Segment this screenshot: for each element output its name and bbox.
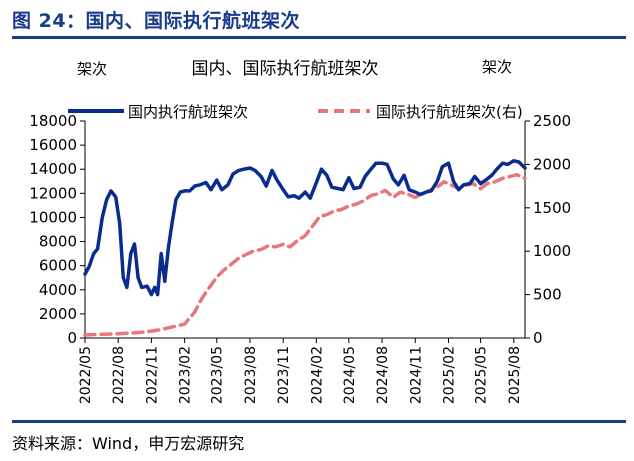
source-rule <box>12 420 626 423</box>
left-tick-label: 12000 <box>29 184 77 202</box>
source-note: 资料来源：Wind，申万宏源研究 <box>12 434 245 453</box>
left-tick-label: 6000 <box>39 257 77 275</box>
series-line-international <box>83 173 527 337</box>
left-tick-label: 8000 <box>39 233 77 251</box>
left-tick-label: 16000 <box>29 136 77 154</box>
series-line-domestic <box>83 159 527 297</box>
x-tick-label: 2023/05 <box>210 346 226 404</box>
left-tick-label: 18000 <box>29 112 77 130</box>
title-rule <box>12 36 626 39</box>
legend: 国内执行航班架次 国际执行航班架次(右) <box>68 103 523 121</box>
left-tick-label: 2000 <box>39 305 77 323</box>
x-tick-label: 2024/08 <box>375 346 391 404</box>
x-tick-label: 2025/08 <box>507 346 523 404</box>
right-tick-label: 2000 <box>533 155 571 173</box>
x-tick-label: 2023/08 <box>243 346 259 404</box>
x-tick-label: 2023/11 <box>276 346 292 404</box>
left-tick-label: 10000 <box>29 208 77 226</box>
left-tick-label: 0 <box>67 329 77 347</box>
legend-label-domestic: 国内执行航班架次 <box>128 103 248 121</box>
x-tick-label: 2025/05 <box>474 346 490 404</box>
x-tick-label: 2025/02 <box>441 346 457 404</box>
right-tick-label: 0 <box>533 329 543 347</box>
chart-title: 国内、国际执行航班架次 <box>192 59 379 79</box>
right-tick-label: 500 <box>533 286 562 304</box>
x-tick-label: 2024/05 <box>342 346 358 404</box>
x-tick-label: 2024/02 <box>309 346 325 404</box>
x-tick-label: 2023/02 <box>178 346 194 404</box>
x-tick-label: 2022/05 <box>78 346 94 404</box>
x-tick-label: 2022/08 <box>111 346 127 404</box>
figure-title: 图 24：国内、国际执行航班架次 <box>12 10 301 32</box>
x-tick-label: 2022/11 <box>144 346 160 404</box>
left-tick-label: 14000 <box>29 160 77 178</box>
x-tick-label: 2024/11 <box>408 346 424 404</box>
axes: 0200040006000800010000120001400016000180… <box>29 112 571 404</box>
left-axis-label: 架次 <box>77 60 107 78</box>
right-tick-label: 1000 <box>533 242 571 260</box>
right-axis-label: 架次 <box>482 58 512 76</box>
right-tick-label: 1500 <box>533 199 571 217</box>
right-tick-label: 2500 <box>533 112 571 130</box>
left-tick-label: 4000 <box>39 281 77 299</box>
series-layer <box>83 159 527 337</box>
legend-label-international: 国际执行航班架次(右) <box>376 103 523 121</box>
